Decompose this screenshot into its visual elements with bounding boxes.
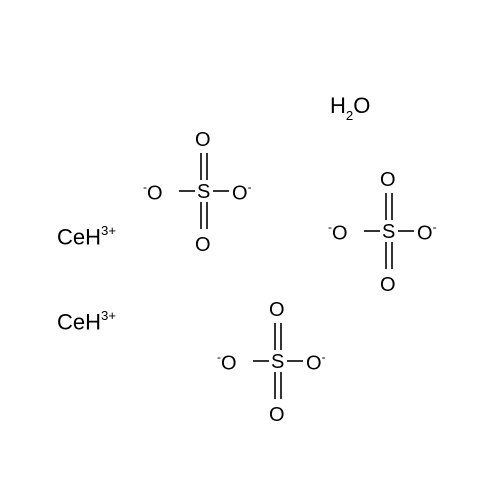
s2-o-left: -O <box>328 222 348 244</box>
s2-s: S <box>382 222 395 242</box>
s3-o-left: -O <box>217 352 237 374</box>
s2-o-top: O <box>380 170 396 190</box>
s2-o-right: O- <box>417 222 437 244</box>
s3-o-top: O <box>269 300 285 320</box>
s2-o-bottom: O <box>380 275 396 295</box>
s1-o-top: O <box>195 130 211 150</box>
label-ce-1: CeH3+ <box>57 225 116 248</box>
s3-s: S <box>271 352 284 372</box>
bonds-layer <box>0 0 500 500</box>
s1-o-bottom: O <box>195 235 211 255</box>
label-water: H2O <box>330 95 370 121</box>
s1-s: S <box>197 182 210 202</box>
chem-structure-canvas: H2O CeH3+ CeH3+ O O -O O- S O O -O O- S … <box>0 0 500 500</box>
s1-o-left: -O <box>143 182 163 204</box>
s3-o-right: O- <box>306 352 326 374</box>
label-ce-2: CeH3+ <box>57 310 116 333</box>
s3-o-bottom: O <box>269 405 285 425</box>
s1-o-right: O- <box>232 182 252 204</box>
